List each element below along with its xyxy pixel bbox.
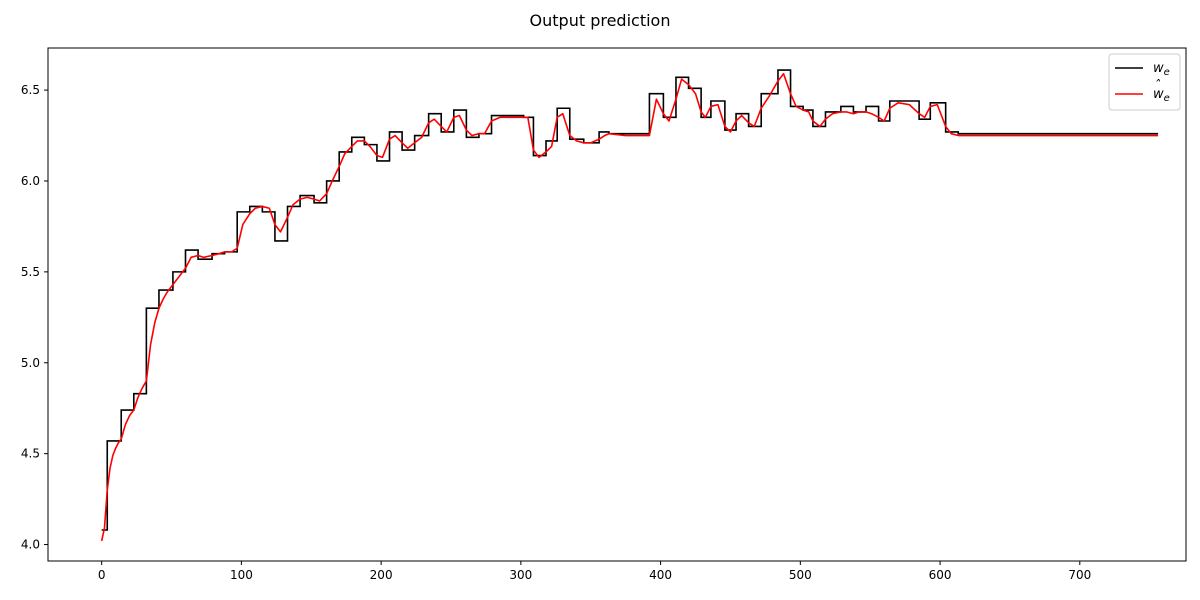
- plot-frame: [47, 47, 1187, 562]
- legend-label: we: [1153, 87, 1170, 104]
- y-tick-label: 5.0: [21, 356, 40, 370]
- x-tick-label: 100: [230, 568, 253, 582]
- x-axis: 0 100 200 300 400 500 600 700: [98, 561, 1091, 582]
- x-tick-label: 300: [509, 568, 532, 582]
- x-tick-label: 500: [789, 568, 812, 582]
- legend-hat-accent: ˆ: [1154, 79, 1161, 94]
- x-tick-label: 200: [370, 568, 393, 582]
- legend-label: we: [1153, 61, 1170, 78]
- y-tick-label: 6.0: [21, 174, 40, 188]
- chart-title: Output prediction: [530, 11, 671, 30]
- plot-area: [100, 69, 1159, 542]
- y-axis: 4.0 4.5 5.0 5.5 6.0 6.5: [21, 83, 48, 552]
- y-tick-label: 6.5: [21, 83, 40, 97]
- legend: we weˆ: [1108, 53, 1181, 111]
- y-tick-label: 4.5: [21, 447, 40, 461]
- y-tick-label: 4.0: [21, 538, 40, 552]
- series-line-w-hat-e: [100, 72, 1159, 542]
- x-tick-label: 0: [98, 568, 106, 582]
- series-line-w-e: [101, 69, 1159, 531]
- x-tick-label: 600: [929, 568, 952, 582]
- x-tick-label: 400: [649, 568, 672, 582]
- x-tick-label: 700: [1068, 568, 1091, 582]
- y-tick-label: 5.5: [21, 265, 40, 279]
